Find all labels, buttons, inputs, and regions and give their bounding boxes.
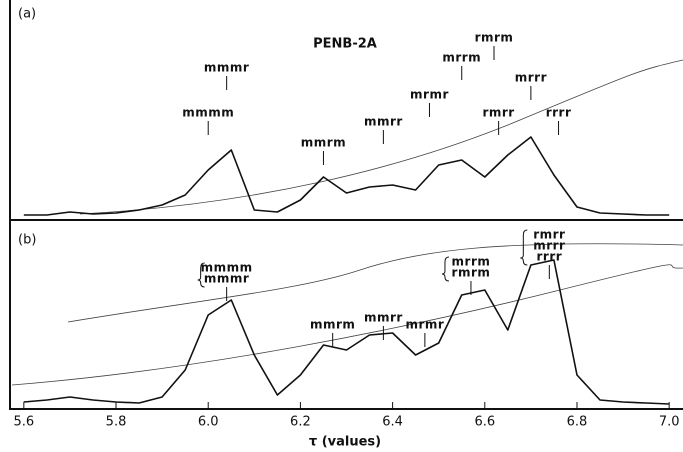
peak-label: rrrr [536, 250, 562, 264]
x-tick-label: 5.6 [13, 415, 34, 430]
peak-label: mmmm [182, 106, 234, 120]
x-tick-label: 6.4 [382, 415, 403, 430]
peak-label: rrrr [546, 106, 572, 120]
x-tick-label: 5.8 [106, 415, 127, 430]
integral-curve [67, 243, 683, 323]
peak-label: mrrm [452, 255, 491, 269]
peak-label: rmrm [452, 266, 491, 280]
spectrum [23, 136, 670, 216]
peak-label: rmrr [482, 106, 514, 120]
x-tick-label: 6.8 [567, 415, 588, 430]
peak-label: mmrm [301, 136, 346, 150]
peak-label: mrmr [405, 318, 444, 332]
peak-label: mrmr [410, 88, 449, 102]
peak-label: rmrr [533, 228, 565, 242]
integral-curve [79, 59, 683, 215]
x-tick-label: 7.0 [659, 415, 680, 430]
brace [197, 262, 205, 288]
peak-label: mrrm [442, 51, 481, 65]
spectrum [23, 259, 670, 405]
brace [520, 229, 528, 266]
x-axis-label: τ (values) [309, 435, 381, 450]
peak-label: rmrm [475, 31, 514, 45]
peak-label: mmrr [364, 311, 403, 325]
peak-label: mrrr [515, 71, 547, 85]
x-tick-label: 6.0 [198, 415, 219, 430]
brace [441, 256, 449, 282]
integral-curve [11, 264, 683, 386]
peak-label: mmmr [204, 272, 249, 286]
peak-label: mmrr [364, 115, 403, 129]
peak-label: mmmm [201, 261, 253, 275]
x-tick-label: 6.2 [290, 415, 311, 430]
chart-title: PENB-2A [313, 37, 377, 52]
x-tick-label: 6.6 [474, 415, 495, 430]
peak-label: mrrr [533, 239, 565, 253]
peak-label: mmmr [204, 61, 249, 75]
peak-label: mmrm [310, 318, 355, 332]
panel-label: (a) [18, 7, 36, 22]
panel-label: (b) [18, 233, 36, 248]
